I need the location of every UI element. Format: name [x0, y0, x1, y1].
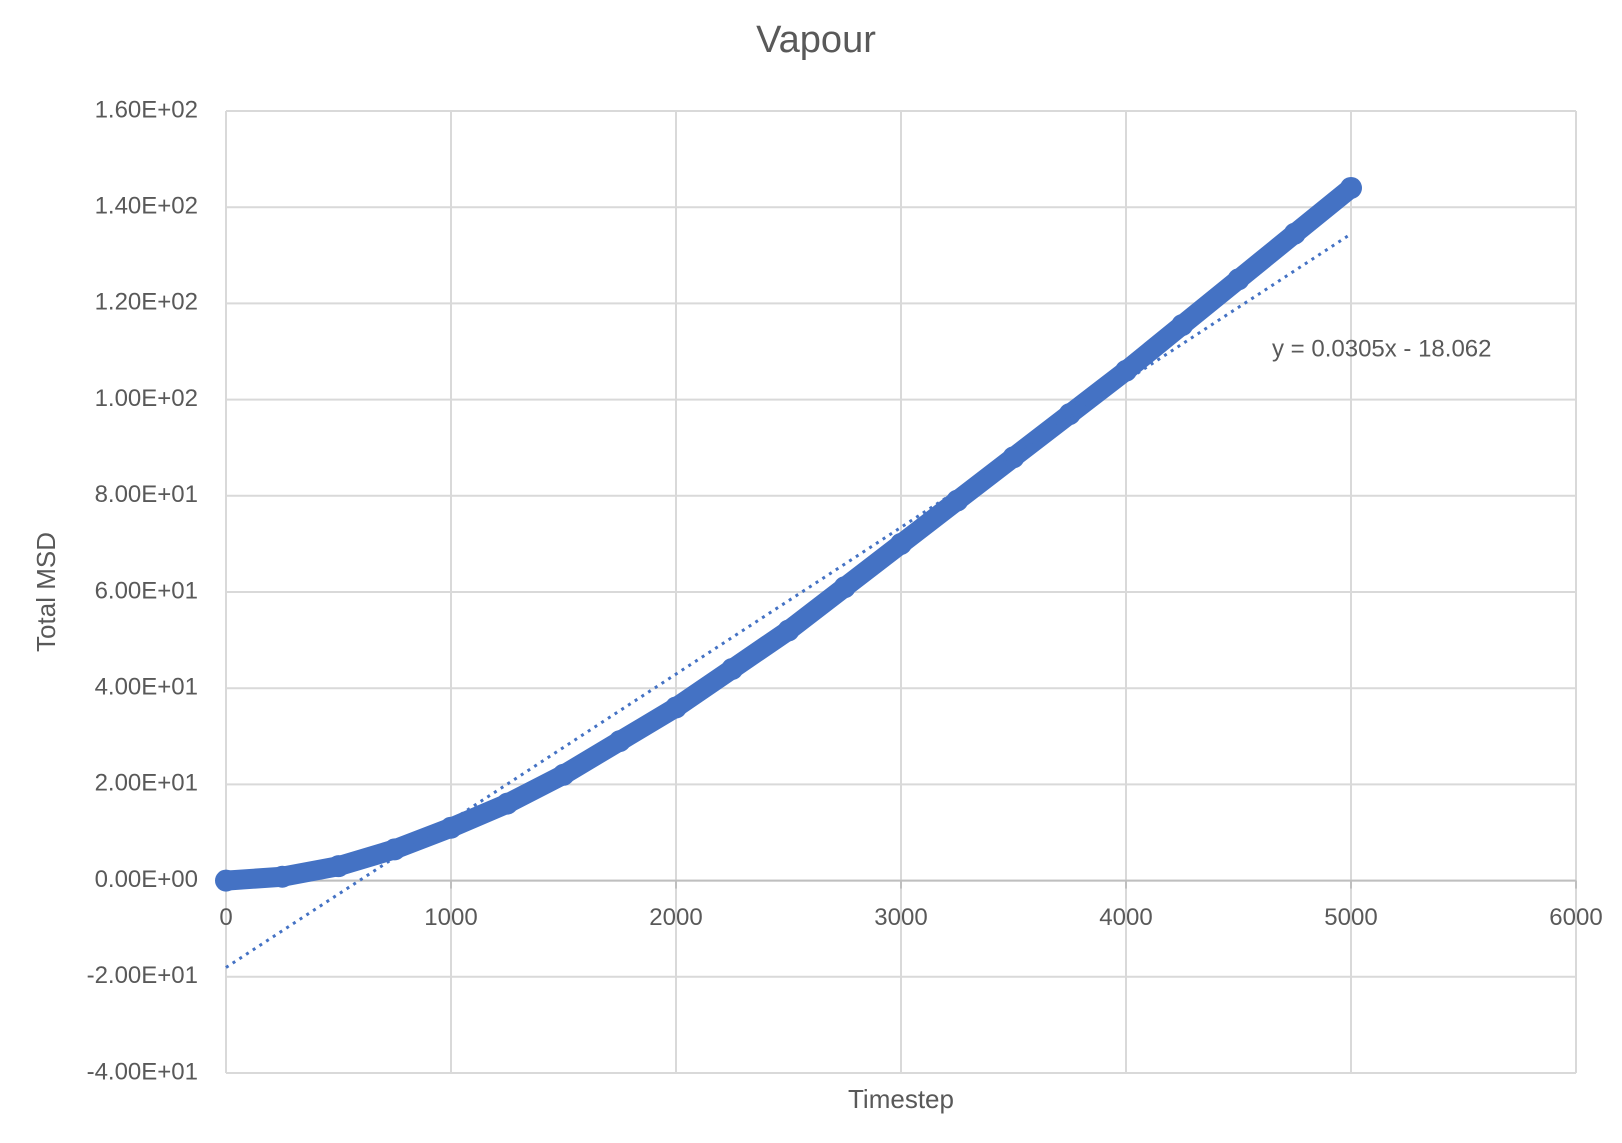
series-trace	[216, 177, 1361, 891]
data-point	[777, 619, 800, 642]
data-point	[327, 855, 350, 878]
y-tick-label: 6.00E+01	[95, 577, 198, 604]
y-tick-label: -4.00E+01	[87, 1058, 198, 1085]
y-tick-label: 4.00E+01	[95, 674, 198, 701]
data-point	[1283, 222, 1306, 245]
y-tick-label: 1.20E+02	[95, 289, 198, 316]
chart-title: Vapour	[756, 19, 876, 61]
y-axis-label: Total MSD	[31, 532, 61, 652]
data-point	[946, 489, 969, 512]
data-point	[383, 838, 406, 861]
data-point	[496, 792, 519, 815]
x-tick-label: 1000	[424, 904, 477, 931]
data-point	[1115, 359, 1137, 382]
x-tick-label: 3000	[874, 904, 927, 931]
y-tick-label: 8.00E+01	[95, 481, 198, 508]
data-point	[608, 730, 631, 753]
data-point	[1227, 268, 1250, 291]
data-point	[890, 532, 912, 555]
y-tick-label: 1.40E+02	[95, 193, 198, 220]
x-tick-label: 6000	[1549, 904, 1602, 931]
data-point	[215, 869, 237, 892]
data-point	[440, 816, 462, 839]
data-point	[552, 763, 575, 786]
trendline-label: y = 0.0305x - 18.062	[1272, 335, 1492, 362]
data-point	[1171, 314, 1194, 337]
x-tick-label: 4000	[1099, 904, 1152, 931]
x-axis-label: Timestep	[848, 1084, 954, 1114]
trendline	[225, 232, 1352, 969]
data-point	[1002, 446, 1025, 469]
data-point	[1058, 403, 1081, 426]
y-tick-label: 1.00E+02	[95, 385, 198, 412]
data-point	[833, 576, 856, 599]
y-tick-label: -2.00E+01	[87, 962, 198, 989]
data-point	[721, 657, 744, 680]
y-tick-label: 2.00E+01	[95, 770, 198, 797]
y-tick-label: 0.00E+00	[95, 866, 198, 893]
x-tick-label: 0	[219, 904, 232, 931]
data-point	[1340, 176, 1362, 199]
data-point	[271, 865, 294, 888]
y-tick-label: 1.60E+02	[95, 96, 198, 123]
x-tick-label: 5000	[1324, 904, 1377, 931]
data-point	[665, 696, 687, 719]
x-tick-label: 2000	[649, 904, 702, 931]
